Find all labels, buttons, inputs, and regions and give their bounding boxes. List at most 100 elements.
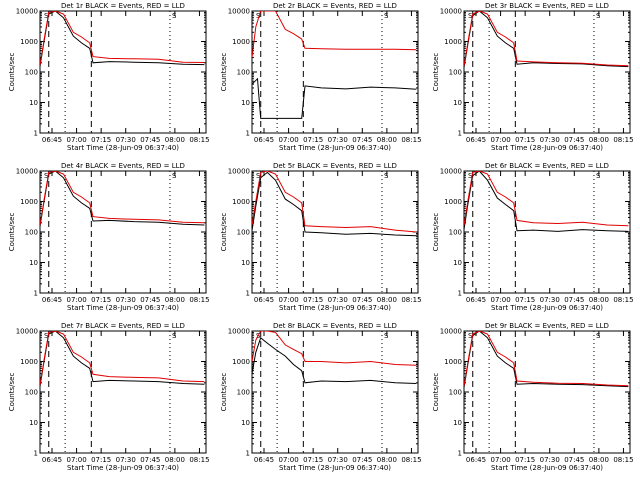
y-tick-label: 1 (458, 130, 462, 138)
chart-title: Det 8r BLACK = Events, RED = LLD (273, 322, 397, 330)
y-tick-label: 10 (453, 419, 462, 427)
x-axis-label: Start Time (28-Jun-09 06:37:40) (491, 304, 603, 312)
chart-title: Det 6r BLACK = Events, RED = LLD (485, 162, 609, 170)
x-axis-label: Start Time (28-Jun-09 06:37:40) (279, 144, 391, 152)
x-tick-label: 07:00 (66, 296, 86, 304)
events-series-line (40, 11, 205, 67)
events-series-line (464, 331, 629, 388)
saa-marker: S (468, 12, 473, 20)
lld-series-line (40, 11, 205, 66)
chart-panel: Det 6r BLACK = Events, RED = LLD 1 10 100 10… (432, 162, 634, 312)
events-series-line (252, 77, 417, 119)
x-tick-label: 07:00 (490, 296, 510, 304)
chart-panel: Det 1r BLACK = Events, RED = LLD 1 10 100 10… (8, 2, 210, 152)
y-axis-label: Counts/sec (432, 213, 440, 252)
x-tick-label: 08:15 (401, 136, 421, 144)
x-tick-label: 07:30 (116, 456, 136, 464)
y-axis-label: Counts/sec (8, 53, 16, 92)
x-tick-label: 07:15 (515, 456, 535, 464)
events-series-line (464, 171, 629, 232)
x-tick-label: 07:45 (564, 136, 584, 144)
y-tick-label: 10 (29, 419, 38, 427)
y-axis-label: Counts/sec (432, 53, 440, 92)
x-tick-label: 08:15 (613, 456, 633, 464)
x-tick-label: 07:00 (278, 296, 298, 304)
y-tick-label: 1 (246, 450, 250, 458)
x-tick-label: 07:30 (116, 136, 136, 144)
saa-marker: S (384, 332, 389, 340)
x-tick-label: 06:45 (466, 136, 486, 144)
events-series-line (464, 11, 629, 68)
lld-series-line (40, 331, 205, 386)
chart-panel: Det 7r BLACK = Events, RED = LLD 1 10 100 10… (8, 322, 210, 472)
x-tick-label: 07:30 (328, 456, 348, 464)
x-tick-label: 08:00 (377, 136, 397, 144)
x-tick-label: 07:15 (303, 456, 323, 464)
lld-series-line (464, 11, 629, 67)
x-tick-label: 06:45 (42, 296, 62, 304)
chart-title: Det 5r BLACK = Events, RED = LLD (273, 162, 397, 170)
saa-marker: S (172, 332, 177, 340)
y-tick-label: 100 (449, 389, 462, 397)
x-tick-label: 08:00 (589, 296, 609, 304)
y-tick-label: 10000 (16, 168, 38, 176)
y-tick-label: 1 (34, 290, 38, 298)
y-tick-label: 1000 (444, 198, 462, 206)
y-axis-label: Counts/sec (220, 53, 228, 92)
y-axis-label: Counts/sec (8, 373, 16, 412)
x-tick-label: 06:45 (254, 296, 274, 304)
x-tick-label: 08:00 (165, 136, 185, 144)
y-tick-label: 1000 (20, 358, 38, 366)
saa-marker: S (44, 172, 49, 180)
events-series-line (40, 331, 205, 387)
saa-marker: S (596, 12, 601, 20)
x-tick-label: 07:30 (540, 296, 560, 304)
saa-marker: S (44, 12, 49, 20)
y-tick-label: 1 (246, 130, 250, 138)
lld-series-line (252, 171, 417, 233)
x-tick-label: 07:00 (278, 456, 298, 464)
chart-title: Det 4r BLACK = Events, RED = LLD (61, 162, 185, 170)
y-tick-label: 1000 (232, 198, 250, 206)
y-tick-label: 100 (25, 389, 38, 397)
y-tick-label: 10000 (440, 168, 462, 176)
x-axis-label: Start Time (28-Jun-09 06:37:40) (491, 464, 603, 472)
lld-series-line (464, 171, 629, 227)
x-tick-label: 08:15 (189, 456, 209, 464)
x-tick-label: 06:45 (42, 136, 62, 144)
events-series-line (40, 171, 205, 227)
y-tick-label: 100 (237, 389, 250, 397)
y-tick-label: 10 (453, 99, 462, 107)
x-tick-label: 06:45 (42, 456, 62, 464)
x-tick-label: 08:15 (189, 136, 209, 144)
y-axis-label: Counts/sec (220, 213, 228, 252)
chart-panel: Det 9r BLACK = Events, RED = LLD 1 10 100 10… (432, 322, 634, 472)
y-tick-label: 1 (458, 290, 462, 298)
y-tick-label: 10000 (228, 8, 250, 16)
x-tick-label: 07:45 (140, 456, 160, 464)
x-axis-label: Start Time (28-Jun-09 06:37:40) (491, 144, 603, 152)
x-axis-label: Start Time (28-Jun-09 06:37:40) (279, 304, 391, 312)
y-tick-label: 10000 (440, 8, 462, 16)
saa-marker: S (172, 172, 177, 180)
saa-marker: S (596, 332, 601, 340)
x-axis-label: Start Time (28-Jun-09 06:37:40) (67, 464, 179, 472)
x-tick-label: 07:00 (490, 456, 510, 464)
x-tick-label: 06:45 (466, 456, 486, 464)
x-tick-label: 08:00 (589, 456, 609, 464)
chart-panel: Det 8r BLACK = Events, RED = LLD 1 10 100 10… (220, 322, 422, 472)
y-axis-label: Counts/sec (220, 373, 228, 412)
x-tick-label: 08:15 (401, 296, 421, 304)
x-tick-label: 07:45 (140, 296, 160, 304)
saa-marker: S (256, 12, 261, 20)
y-tick-label: 1 (34, 130, 38, 138)
x-tick-label: 07:00 (278, 136, 298, 144)
x-tick-label: 07:30 (116, 296, 136, 304)
saa-marker: S (468, 332, 473, 340)
y-axis-label: Counts/sec (8, 213, 16, 252)
x-tick-label: 08:15 (613, 136, 633, 144)
saa-marker: S (596, 172, 601, 180)
lld-series-line (252, 331, 417, 366)
x-tick-label: 08:00 (165, 296, 185, 304)
